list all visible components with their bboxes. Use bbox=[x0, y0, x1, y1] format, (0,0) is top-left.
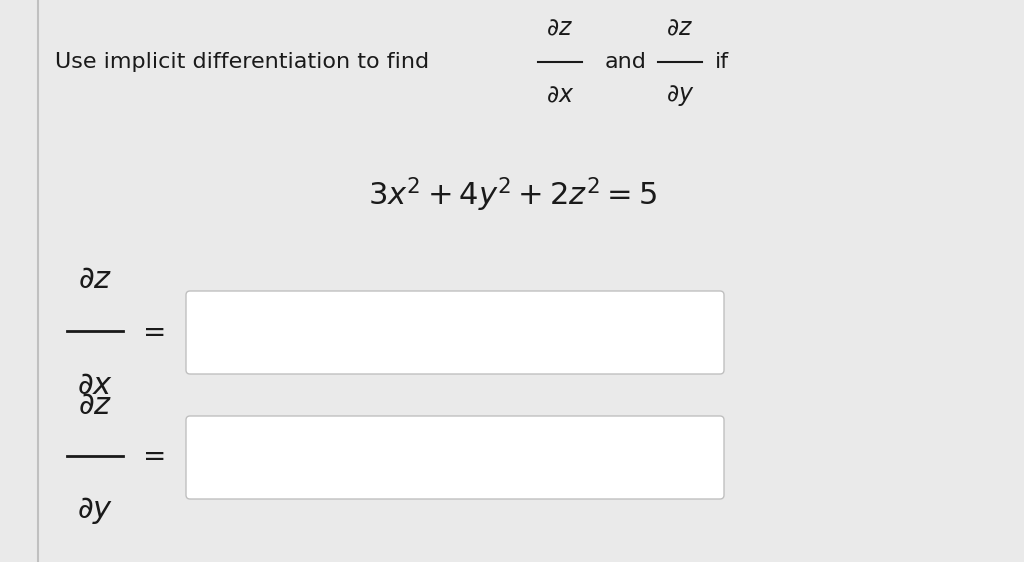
Text: $\partial y$: $\partial y$ bbox=[77, 495, 113, 525]
FancyBboxPatch shape bbox=[186, 416, 724, 499]
Text: Use implicit differentiation to find: Use implicit differentiation to find bbox=[55, 52, 429, 72]
Text: $\partial z$: $\partial z$ bbox=[78, 389, 113, 420]
Text: $\partial x$: $\partial x$ bbox=[77, 369, 113, 401]
Text: =: = bbox=[143, 443, 167, 472]
Text: and: and bbox=[605, 52, 647, 72]
Text: if: if bbox=[715, 52, 729, 72]
Text: $\partial z$: $\partial z$ bbox=[78, 265, 113, 296]
Text: $\partial x$: $\partial x$ bbox=[546, 84, 574, 107]
Text: $\partial z$: $\partial z$ bbox=[667, 16, 693, 39]
FancyBboxPatch shape bbox=[186, 291, 724, 374]
Text: =: = bbox=[143, 319, 167, 347]
Text: $\partial z$: $\partial z$ bbox=[547, 16, 573, 39]
Text: $\partial y$: $\partial y$ bbox=[666, 83, 694, 107]
Text: $3x^2 + 4y^2 + 2z^2 = 5$: $3x^2 + 4y^2 + 2z^2 = 5$ bbox=[368, 176, 656, 214]
